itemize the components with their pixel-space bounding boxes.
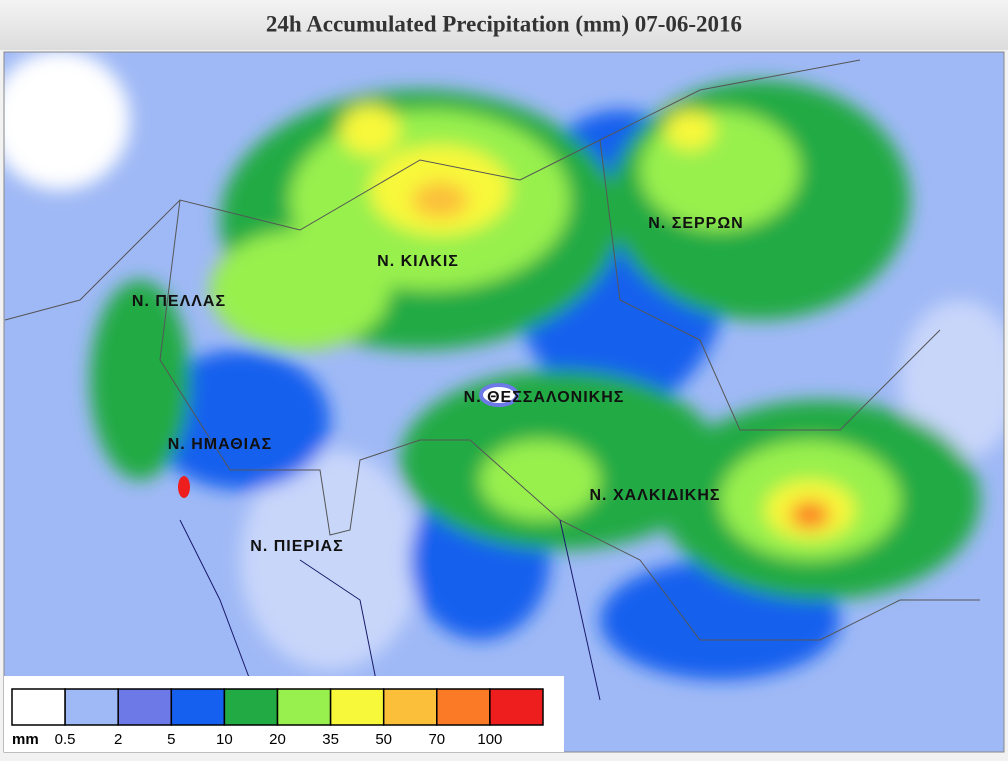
legend-tick-label: 20 (269, 731, 286, 748)
legend-swatch (64, 688, 119, 726)
legend-tick-label: 10 (216, 731, 233, 748)
region-label: Ν. ΠΕΛΛΑΣ (132, 293, 226, 310)
title-bar (0, 0, 1008, 50)
title: 24h Accumulated Precipitation (mm) 07-06… (266, 11, 742, 36)
legend-swatch (223, 688, 279, 726)
legend-tick-label: 0.5 (55, 731, 76, 748)
legend-swatch (489, 688, 544, 726)
legend-swatch (117, 688, 173, 726)
legend-swatch (11, 688, 66, 726)
legend-tick-label: 50 (375, 731, 392, 748)
region-label: Ν. ΗΜΑΘΙΑΣ (168, 436, 273, 453)
legend: mm 0.5 2 5 10 20 35 50 70 100 (4, 676, 564, 752)
legend-tick-label: 70 (428, 731, 445, 748)
precip-map (4, 52, 1004, 752)
legend-tick-label: 35 (322, 731, 339, 748)
legend-swatch (382, 688, 438, 726)
legend-swatch (276, 688, 332, 726)
region-labels: Ν. ΚΙΛΚΙΣ Ν. ΣΕΡΡΩΝ Ν. ΠΕΛΛΑΣ Ν. ΘΕΣΣΑΛΟ… (132, 215, 743, 555)
region-label: Ν. ΘΕΣΣΑΛΟΝΙΚΗΣ (464, 389, 625, 406)
legend-swatch (436, 688, 491, 726)
region-label: Ν. ΣΕΡΡΩΝ (648, 215, 743, 232)
legend-swatch (329, 688, 385, 726)
legend-unit: mm (12, 731, 39, 748)
legend-tick-label: 100 (477, 731, 502, 748)
legend-swatch (170, 688, 226, 726)
region-label: Ν. ΚΙΛΚΙΣ (377, 253, 459, 270)
region-label: Ν. ΧΑΛΚΙΔΙΚΗΣ (590, 487, 721, 504)
legend-tick-label: 2 (114, 731, 122, 748)
region-label: Ν. ΠΙΕΡΙΑΣ (250, 538, 343, 555)
legend-tick-label: 5 (167, 731, 175, 748)
